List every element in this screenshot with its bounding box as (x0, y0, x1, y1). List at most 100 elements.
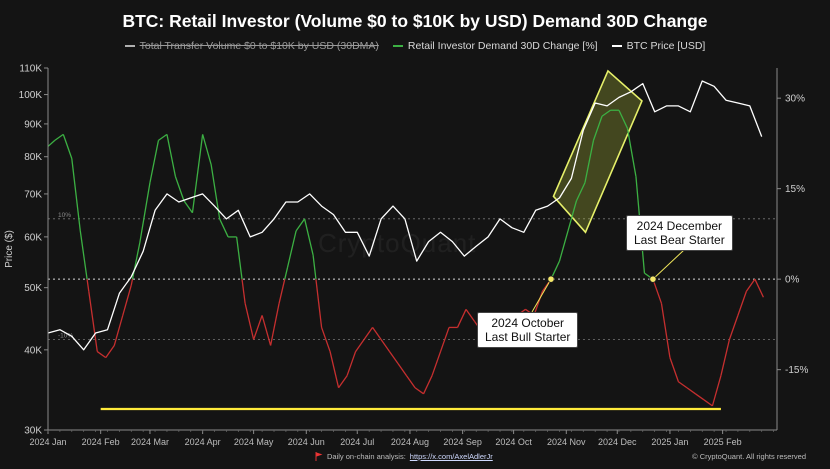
demand-segment (183, 200, 193, 214)
demand-segment (380, 339, 391, 352)
legend-item-btc-price[interactable]: BTC Price [USD] (611, 40, 705, 52)
demand-segment (669, 357, 680, 382)
x-tick-label: 2024 Mar (131, 437, 169, 447)
demand-segment (397, 363, 408, 377)
left-tick-label: 50K (24, 283, 42, 294)
right-tick-label: 30% (785, 94, 805, 105)
callout-october-line1: 2024 October (491, 316, 565, 330)
left-tick-label: 110K (19, 64, 42, 75)
reference-line-label: 10% (58, 212, 71, 219)
demand-segment (329, 351, 340, 388)
legend-swatch-gray (124, 45, 135, 47)
demand-segment (269, 303, 280, 346)
right-tick-label: 0% (785, 275, 800, 286)
demand-segment (626, 128, 637, 177)
demand-segment (71, 158, 81, 231)
demand-segment (47, 139, 56, 147)
demand-segment (414, 387, 424, 395)
demand-segment (678, 381, 688, 389)
left-tick-label: 40K (24, 345, 42, 356)
x-tick-label: 2024 Feb (82, 437, 120, 447)
demand-segment (149, 140, 160, 183)
demand-segment (62, 134, 73, 159)
demand-segment (202, 134, 212, 165)
demand-segment (456, 309, 467, 328)
x-tick-label: 2025 Jan (651, 437, 688, 447)
demand-segment (575, 182, 586, 202)
demand-segment (54, 133, 64, 141)
left-tick-label: 100K (19, 90, 43, 101)
demand-segment (315, 279, 323, 328)
x-tick-label: 2024 Sep (443, 437, 482, 447)
demand-segment (660, 303, 671, 358)
watermark: CryptoQuant (318, 228, 477, 258)
demand-segment (122, 285, 132, 316)
demand-segment (235, 236, 243, 280)
x-tick-label: 2024 Dec (598, 437, 637, 447)
footer: Daily on-chain analysis: https://x.com/A… (0, 452, 830, 466)
demand-segment (284, 266, 289, 280)
demand-segment (253, 315, 263, 340)
demand-segment (96, 351, 107, 359)
grid-layer: 10% -10% (48, 212, 777, 340)
demand-segment (754, 278, 764, 298)
demand-segment (363, 327, 374, 340)
demand-segment (131, 242, 141, 280)
x-tick-label: 2025 Feb (704, 437, 742, 447)
demand-segment (720, 339, 731, 376)
legend-item-transfer-volume[interactable]: Total Transfer Volume $0 to $10K by USD … (124, 40, 379, 52)
demand-segment (261, 315, 272, 346)
legend-item-retail-demand[interactable]: Retail Investor Demand 30D Change [%] (392, 40, 598, 52)
footer-analysis-link[interactable]: https://x.com/AxelAdlerJr (409, 452, 493, 461)
x-tick-label: 2024 Jun (288, 437, 325, 447)
demand-segment (320, 327, 331, 352)
demand-segment (439, 327, 450, 352)
demand-segment (105, 345, 115, 358)
left-tick-label: 90K (24, 119, 42, 130)
demand-segment (278, 279, 286, 304)
callout-october-line2: Last Bull Starter (485, 330, 571, 344)
demand-segment (113, 315, 124, 346)
demand-segment (295, 218, 306, 232)
demand-segment (406, 375, 416, 389)
demand-segment (533, 291, 544, 316)
demand-segment (130, 279, 134, 286)
demand-segment (431, 351, 442, 376)
october-marker (547, 275, 555, 283)
demand-segment (389, 351, 399, 365)
demand-segment (244, 303, 255, 340)
reference-line-label: -10% (58, 333, 73, 340)
demand-segment (584, 140, 595, 183)
demand-segment (652, 278, 663, 304)
x-tick-label: 2024 Jan (29, 437, 66, 447)
legend-label-retail-demand: Retail Investor Demand 30D Change [%] (407, 40, 598, 52)
x-tick-label: 2024 Jul (340, 437, 374, 447)
demand-segment (695, 393, 705, 401)
demand-segment (79, 230, 88, 280)
highlight-box (552, 69, 643, 234)
flag-icon (315, 452, 323, 461)
demand-segment (745, 278, 756, 292)
legend-swatch-white (611, 45, 622, 47)
price-series-layer (47, 80, 763, 351)
x-tick-label: 2024 Aug (391, 437, 429, 447)
footer-analysis: Daily on-chain analysis: https://x.com/A… (315, 452, 493, 461)
right-tick-label: -15% (785, 365, 808, 376)
demand-segment (592, 116, 603, 141)
demand-segment (286, 230, 297, 268)
demand-segment (191, 134, 204, 213)
demand-segment (558, 230, 569, 262)
demand-segment (601, 109, 611, 117)
legend-label-transfer-volume: Total Transfer Volume $0 to $10K by USD … (139, 40, 379, 52)
annotation-layer (531, 249, 685, 313)
demand-segment (86, 279, 90, 292)
price-line (47, 80, 763, 351)
callout-december: 2024 December Last Bear Starter (626, 215, 733, 251)
demand-segment (174, 176, 185, 201)
demand-segment (686, 387, 696, 395)
december-marker (649, 275, 657, 283)
demand-segment (88, 291, 98, 352)
demand-segment (567, 200, 578, 232)
callout-december-connector (652, 249, 685, 280)
